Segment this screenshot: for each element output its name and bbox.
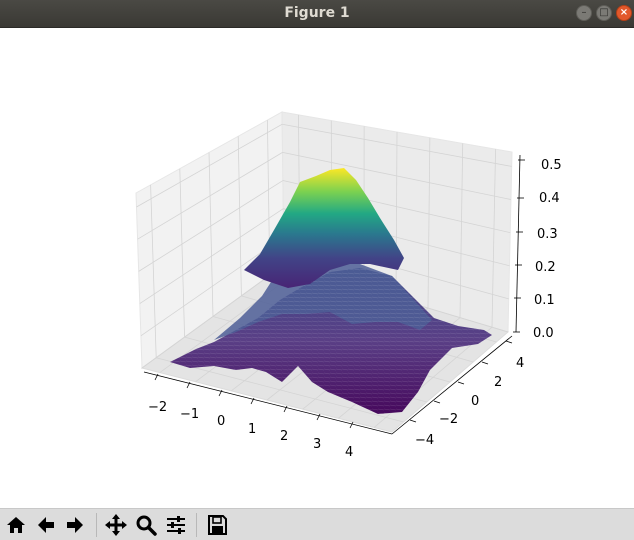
toolbar-separator <box>96 513 97 537</box>
back-icon[interactable] <box>33 512 59 538</box>
home-icon[interactable] <box>3 512 29 538</box>
y-tick-label: −4 <box>415 433 434 448</box>
close-icon[interactable]: × <box>616 5 632 21</box>
x-tick-label: −1 <box>180 407 199 422</box>
pan-icon[interactable] <box>103 512 129 538</box>
x-tick-label: 4 <box>345 445 353 460</box>
x-tick-label: 0 <box>217 414 225 429</box>
figure-canvas[interactable]: −2 −1 0 1 2 3 4 −4 −2 0 2 4 0.0 0.1 0.2 … <box>0 28 634 508</box>
y-tick-label: 2 <box>494 375 502 390</box>
surface-plot: −2 −1 0 1 2 3 4 −4 −2 0 2 4 0.0 0.1 0.2 … <box>0 28 634 508</box>
z-tick-label: 0.1 <box>534 293 555 308</box>
minimize-icon[interactable]: – <box>576 5 592 21</box>
z-tick-label: 0.0 <box>533 326 554 341</box>
z-axis-line <box>516 155 520 332</box>
configure-subplots-icon[interactable] <box>163 512 189 538</box>
window-titlebar: Figure 1 – □ × <box>0 0 634 28</box>
x-tick-label: 2 <box>280 429 288 444</box>
y-tick-mark <box>410 420 416 422</box>
x-tick-label: −2 <box>148 400 167 415</box>
zoom-icon[interactable] <box>133 512 159 538</box>
z-tick-label: 0.3 <box>537 227 558 242</box>
x-tick-label: 1 <box>248 422 256 437</box>
window-title: Figure 1 <box>0 5 634 21</box>
y-tick-mark <box>458 382 464 384</box>
y-tick-label: 0 <box>471 394 479 409</box>
save-icon[interactable] <box>204 512 230 538</box>
navigation-toolbar <box>0 508 634 540</box>
y-tick-mark <box>482 362 488 364</box>
z-tick-label: 0.4 <box>539 191 560 206</box>
toolbar-separator <box>196 513 197 537</box>
z-tick-label: 0.2 <box>535 260 556 275</box>
z-tick-label: 0.5 <box>541 158 562 173</box>
y-tick-mark <box>506 341 512 343</box>
forward-icon[interactable] <box>62 512 88 538</box>
x-tick-mark <box>317 414 320 420</box>
x-tick-mark <box>350 422 353 428</box>
maximize-icon[interactable]: □ <box>596 5 612 21</box>
y-tick-label: 4 <box>516 356 524 371</box>
x-tick-label: 3 <box>313 437 321 452</box>
y-tick-label: −2 <box>439 412 458 427</box>
y-tick-mark <box>434 401 440 403</box>
